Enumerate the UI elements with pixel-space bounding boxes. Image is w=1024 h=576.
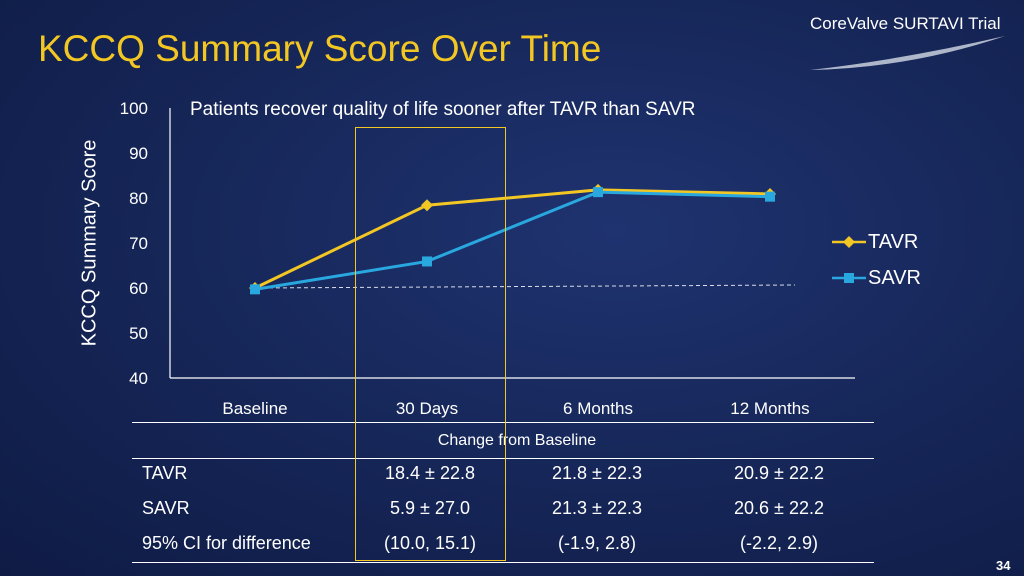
- y-tick-label: 40: [129, 369, 148, 388]
- cell-6-months: 21.3 ± 22.3: [552, 498, 642, 518]
- cell-6-months: 21.8 ± 22.3: [552, 463, 642, 483]
- x-tick-labels: Baseline 30 Days 6 Months 12 Months: [222, 399, 809, 418]
- x-tick-label: 30 Days: [396, 399, 458, 418]
- y-tick-label: 100: [120, 99, 148, 118]
- brand-logo-text: CoreValve SURTAVI Trial: [810, 14, 1001, 33]
- baseline-dashed-line: [254, 284, 796, 289]
- 30-days-highlight-box: [355, 127, 506, 561]
- cell-30-days: (10.0, 15.1): [383, 533, 477, 553]
- y-tick-label: 60: [129, 279, 148, 298]
- cell-30-days: 5.9 ± 27.0: [390, 498, 470, 518]
- y-tick-label: 70: [129, 234, 148, 253]
- x-tick-label: 6 Months: [563, 399, 633, 418]
- diamond-marker-icon: [832, 236, 866, 248]
- data-point: [421, 199, 433, 212]
- cell-12-months: 20.9 ± 22.2: [734, 463, 824, 483]
- chart-subtitle: Patients recover quality of life sooner …: [190, 99, 696, 120]
- series-line: [254, 188, 771, 290]
- data-point: [422, 256, 432, 267]
- legend-item-tavr: TAVR: [832, 224, 921, 260]
- x-tick-label: 12 Months: [730, 399, 809, 418]
- baseline-reference: [254, 284, 796, 289]
- legend-label-savr: SAVR: [868, 266, 921, 289]
- table-rule-bottom: [132, 562, 874, 563]
- page-number: 34: [996, 558, 1011, 573]
- y-tick-label: 90: [129, 144, 148, 163]
- y-tick-label: 50: [129, 324, 148, 343]
- chart-axes: [169, 108, 855, 379]
- chart-series: [249, 183, 776, 295]
- slide-title: KCCQ Summary Score Over Time: [38, 28, 602, 69]
- cell-6-months: (-1.9, 2.8): [557, 533, 637, 553]
- table-caption: Change from Baseline: [437, 432, 597, 449]
- row-label: TAVR: [142, 463, 188, 483]
- chart-legend: TAVR SAVR: [832, 224, 921, 296]
- data-point: [593, 187, 603, 198]
- legend-item-savr: SAVR: [832, 260, 921, 296]
- cell-12-months: 20.6 ± 22.2: [734, 498, 824, 518]
- square-marker-icon: [832, 273, 866, 283]
- legend-label-tavr: TAVR: [868, 230, 919, 253]
- data-point: [250, 284, 260, 295]
- row-label: 95% CI for difference: [142, 533, 311, 553]
- cell-12-months: (-2.2, 2.9): [739, 533, 819, 553]
- table-rule-header: [132, 458, 874, 459]
- series-savr: [250, 187, 775, 295]
- table-rule-top: [132, 422, 874, 423]
- row-label: SAVR: [142, 498, 190, 518]
- x-tick-label: Baseline: [222, 399, 287, 418]
- cell-30-days: 18.4 ± 22.8: [385, 463, 475, 483]
- data-point: [765, 191, 775, 202]
- y-tick-label: 80: [129, 189, 148, 208]
- series-line: [254, 190, 771, 291]
- y-tick-labels: 40 50 60 70 80 90 100: [120, 99, 148, 388]
